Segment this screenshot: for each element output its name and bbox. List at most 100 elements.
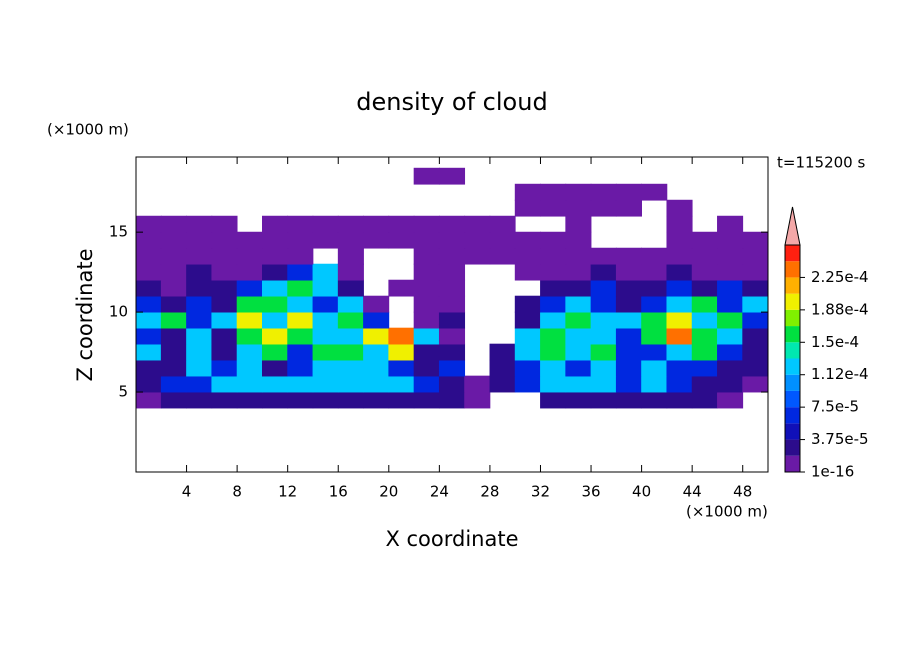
contour-cell <box>337 231 364 249</box>
contour-cell <box>717 279 744 297</box>
contour-cell <box>160 279 187 297</box>
contour-cell <box>641 327 668 345</box>
contour-cell <box>363 375 390 393</box>
contour-cell <box>615 359 642 377</box>
contour-cell <box>742 279 769 297</box>
contour-cell <box>717 327 744 345</box>
contour-cell <box>236 311 263 329</box>
contour-cell <box>236 279 263 297</box>
contour-cell <box>236 247 263 265</box>
contour-cell <box>514 327 541 345</box>
contour-cell <box>742 247 769 265</box>
contour-cell <box>363 343 390 361</box>
contour-cell <box>186 391 213 409</box>
contour-cell <box>262 231 289 249</box>
contour-cell <box>514 359 541 377</box>
contour-cell <box>615 247 642 265</box>
x-tick-label: 48 <box>733 483 752 501</box>
contour-cell <box>211 263 238 281</box>
contour-cell <box>135 375 162 393</box>
contour-cell <box>514 295 541 313</box>
contour-cell <box>464 231 491 249</box>
contour-cell <box>691 263 718 281</box>
contour-cell <box>742 295 769 313</box>
contour-cell <box>160 375 187 393</box>
contour-cell <box>236 295 263 313</box>
time-annotation: t=115200 s <box>777 154 865 172</box>
contour-cell <box>135 359 162 377</box>
contour-cell <box>438 279 466 297</box>
contour-cell <box>641 183 668 201</box>
contour-cell <box>312 263 339 281</box>
contour-cell <box>413 343 440 361</box>
contour-cell <box>717 263 744 281</box>
colorbar-band <box>785 358 800 375</box>
contour-cell <box>236 327 263 345</box>
x-tick-label: 8 <box>232 483 242 501</box>
contour-cell <box>438 167 466 185</box>
contour-cell <box>135 311 162 329</box>
colorbar-band <box>785 374 800 391</box>
contour-cell <box>337 295 364 313</box>
contour-cell <box>717 215 744 233</box>
contour-cell <box>590 279 617 297</box>
x-tick-label: 40 <box>632 483 651 501</box>
contour-cell <box>615 295 642 313</box>
contour-cell <box>615 263 642 281</box>
y-axis-label: Z coordinate <box>73 248 97 381</box>
contour-cell <box>691 343 718 361</box>
contour-cell <box>615 375 642 393</box>
colorbar-frame <box>784 244 801 473</box>
plot-frame <box>135 156 769 473</box>
contour-cell <box>363 311 390 329</box>
contour-cell <box>565 231 592 249</box>
contour-cell <box>413 167 440 185</box>
contour-cell <box>135 327 162 345</box>
contour-cell <box>691 231 718 249</box>
contour-cell <box>666 231 693 249</box>
contour-cell <box>186 247 213 265</box>
contour-cell <box>211 231 238 249</box>
contour-cell <box>337 279 364 297</box>
contour-cell <box>641 311 668 329</box>
contour-cell <box>565 343 592 361</box>
contour-cell <box>666 247 693 265</box>
contour-cell <box>363 295 390 313</box>
contour-cell <box>413 215 440 233</box>
contour-cell <box>236 375 263 393</box>
contour-cell <box>565 375 592 393</box>
contour-cell <box>160 295 187 313</box>
contour-cell <box>211 391 238 409</box>
x-axis-label: X coordinate <box>385 527 518 551</box>
contour-cell <box>717 311 744 329</box>
contour-cell <box>287 295 314 313</box>
contour-cell <box>742 359 769 377</box>
contour-cell <box>565 183 592 201</box>
contour-cell <box>287 359 314 377</box>
contour-cell <box>287 343 314 361</box>
contour-cell <box>717 359 744 377</box>
contour-cell <box>615 391 642 409</box>
contour-cell <box>312 295 339 313</box>
contour-cell <box>565 263 592 281</box>
x-tick-label: 20 <box>379 483 398 501</box>
contour-cell <box>262 295 289 313</box>
contour-cell <box>540 311 567 329</box>
contour-cell <box>211 327 238 345</box>
contour-cell <box>565 247 592 265</box>
colorbar-band <box>785 245 800 262</box>
contour-cell <box>312 231 339 249</box>
contour-cell <box>438 295 466 313</box>
contour-cell <box>489 359 516 377</box>
contour-cell <box>262 375 289 393</box>
contour-cell <box>691 279 718 297</box>
contour-cell <box>337 359 364 377</box>
contour-field <box>135 167 769 409</box>
contour-cell <box>514 231 541 249</box>
contour-cell <box>438 247 466 265</box>
contour-cell <box>438 263 466 281</box>
contour-cell <box>590 391 617 409</box>
contour-cell <box>186 359 213 377</box>
contour-cell <box>388 375 415 393</box>
contour-cell <box>160 327 187 345</box>
